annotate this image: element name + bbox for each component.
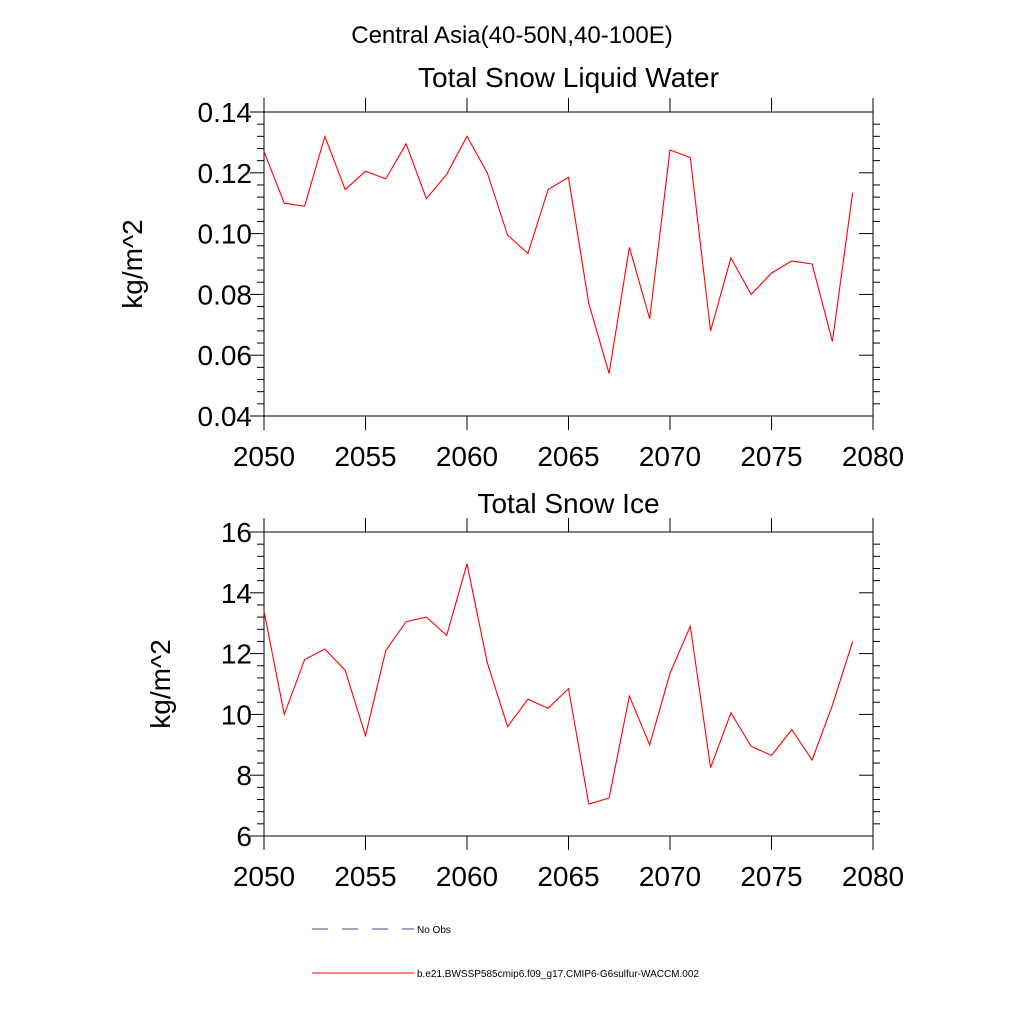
x-tick-label: 2075 — [740, 861, 802, 892]
x-tick-label: 2080 — [842, 441, 904, 472]
y-tick-label: 10 — [221, 699, 252, 730]
x-tick-label: 2065 — [537, 861, 599, 892]
chart-panels: Total Snow Liquid Water 2050 2055 2060 2065 2… — [117, 62, 904, 892]
y-tick-label: 16 — [221, 517, 252, 548]
y-tick-label: 0.06 — [198, 340, 253, 371]
chart-panel-1: Total Snow Liquid Water 2050 2055 2060 2065 2… — [117, 62, 904, 472]
legend-label: b.e21.BWSSP585cmip6.f09_g17.CMIP6-G6sulf… — [417, 969, 699, 980]
y-tick-label: 8 — [236, 760, 252, 791]
legend-label: No Obs — [417, 925, 451, 936]
chart-title: Total Snow Liquid Water — [418, 62, 719, 93]
y-tick-label: 6 — [236, 821, 252, 852]
y-axis-label: kg/m^2 — [145, 639, 176, 728]
x-tick-label: 2055 — [334, 441, 396, 472]
plot-frame — [263, 111, 874, 417]
y-tick-label: 0.10 — [198, 219, 253, 250]
x-tick-label: 2065 — [537, 441, 599, 472]
y-tick-label: 0.04 — [198, 401, 253, 432]
x-tick-label: 2050 — [233, 861, 295, 892]
figure-main-title: Central Asia(40-50N,40-100E) — [351, 22, 673, 49]
y-tick-label: 0.14 — [198, 97, 253, 128]
x-tick-label: 2070 — [639, 861, 701, 892]
plot-frame — [263, 531, 874, 837]
x-tick-label: 2060 — [436, 441, 498, 472]
y-tick-label: 12 — [221, 639, 252, 670]
x-tick-label: 2070 — [639, 441, 701, 472]
x-tick-label: 2055 — [334, 861, 396, 892]
chart-title: Total Snow Ice — [477, 488, 659, 519]
x-tick-label: 2080 — [842, 861, 904, 892]
x-tick-label: 2075 — [740, 441, 802, 472]
y-tick-label: 14 — [221, 578, 252, 609]
y-tick-label: 0.12 — [198, 158, 253, 189]
series-line — [263, 134, 854, 374]
chart-panel-2: Total Snow Ice 2050 2055 2060 2065 2070 2075 20… — [145, 488, 904, 892]
y-tick-label: 0.08 — [198, 279, 253, 310]
y-axis-label: kg/m^2 — [117, 219, 148, 308]
series-line — [263, 563, 854, 805]
legend: No Obs b.e21.BWSSP585cmip6.f09_g17.CMIP6-… — [312, 925, 699, 980]
x-tick-label: 2060 — [436, 861, 498, 892]
x-tick-label: 2050 — [233, 441, 295, 472]
